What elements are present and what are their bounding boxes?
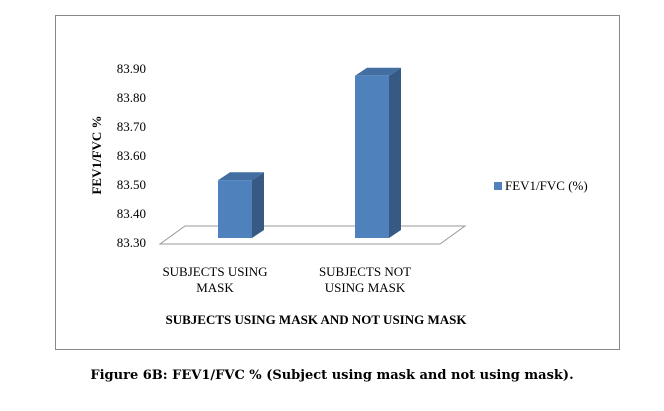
floor bbox=[158, 225, 467, 245]
y-tick-label: 83.90 bbox=[117, 61, 146, 76]
x-tick-label: SUBJECTS NOT USING MASK bbox=[318, 264, 412, 295]
chart-frame bbox=[55, 15, 620, 350]
bar-side bbox=[389, 67, 401, 238]
y-tick-label: 83.40 bbox=[117, 206, 146, 221]
legend-swatch bbox=[494, 182, 502, 190]
y-tick-label: 83.60 bbox=[117, 148, 146, 163]
bar bbox=[218, 180, 252, 238]
bar-side bbox=[252, 172, 264, 238]
y-tick-label: 83.80 bbox=[117, 90, 146, 105]
y-tick-label: 83.30 bbox=[117, 235, 146, 250]
bar-top bbox=[355, 67, 401, 76]
legend-label: FEV1/FVC (%) bbox=[505, 178, 588, 193]
y-axis-title: FEV1/FVC % bbox=[89, 115, 104, 194]
caption: Figure 6B: FEV1/FVC % (Subject using mas… bbox=[90, 368, 574, 383]
bar bbox=[355, 75, 389, 238]
bar-top bbox=[218, 172, 264, 181]
y-tick-label: 83.70 bbox=[117, 119, 146, 134]
x-tick-label: SUBJECTS USING MASK bbox=[162, 264, 268, 295]
y-tick-label: 83.50 bbox=[117, 177, 146, 192]
x-axis-title: SUBJECTS USING MASK AND NOT USING MASK bbox=[166, 312, 468, 327]
